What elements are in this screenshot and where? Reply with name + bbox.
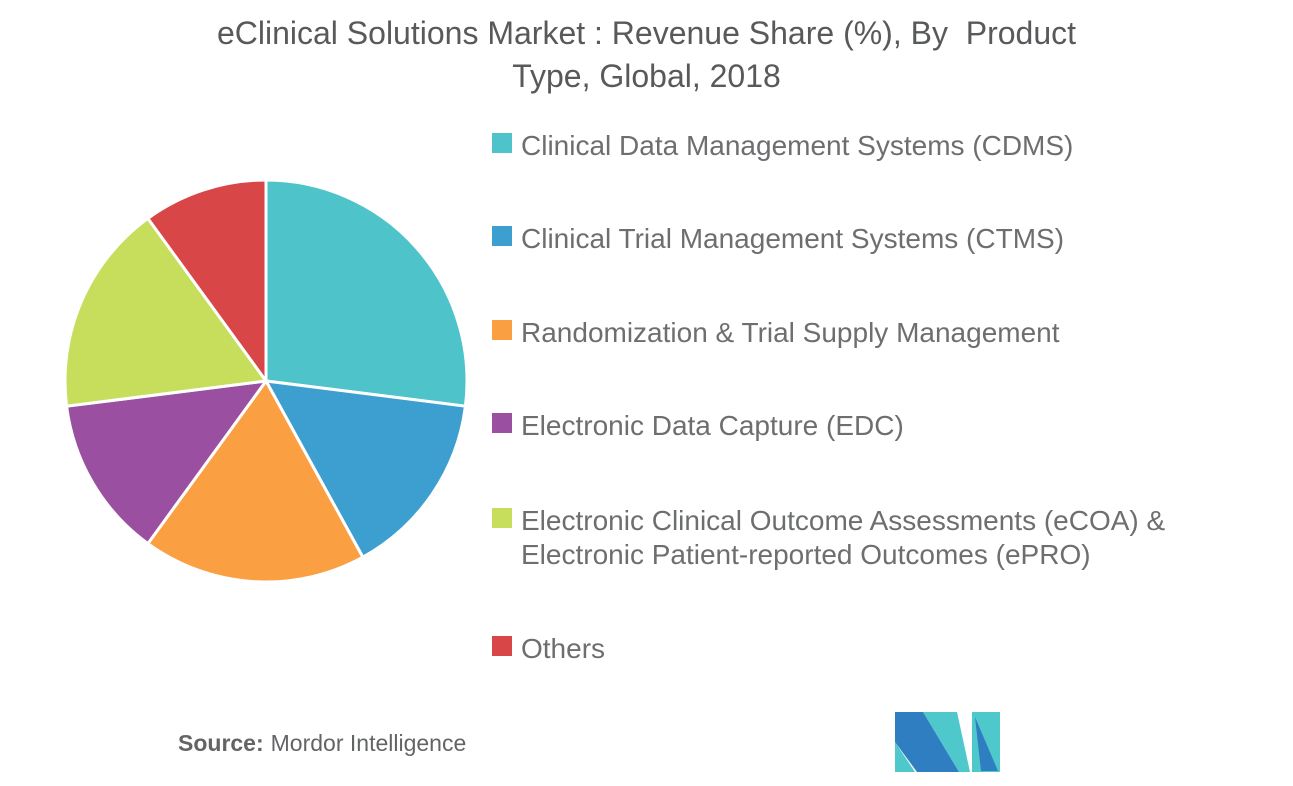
legend-item-ctms: Clinical Trial Management Systems (CTMS) bbox=[492, 222, 1064, 256]
legend-item-randomization: Randomization & Trial Supply Management bbox=[492, 316, 1060, 350]
logo-teal-triangle bbox=[895, 742, 915, 772]
source-value: Mordor Intelligence bbox=[270, 730, 467, 756]
pie-slice-1 bbox=[264, 379, 467, 559]
pie-slice-3 bbox=[65, 379, 268, 546]
legend-swatch-others bbox=[492, 636, 512, 656]
pie-slice-4 bbox=[63, 216, 268, 408]
logo-blue-band bbox=[895, 712, 959, 772]
logo-blue-triangle bbox=[975, 717, 998, 771]
legend-label-ecoa-epro: Electronic Clinical Outcome Assessments … bbox=[521, 505, 1166, 570]
chart-title-line-2: Type, Global, 2018 bbox=[512, 58, 781, 94]
legend-swatch-randomization bbox=[492, 320, 512, 340]
legend-swatch-ctms bbox=[492, 226, 512, 246]
legend-label-others: Others bbox=[521, 633, 606, 664]
legend-swatch-edc bbox=[492, 413, 512, 433]
legend-label-edc: Electronic Data Capture (EDC) bbox=[521, 410, 904, 441]
source-label: Source: bbox=[178, 730, 264, 756]
chart-title: eClinical Solutions Market : Revenue Sha… bbox=[0, 12, 1293, 98]
chart-title-line-1: eClinical Solutions Market : Revenue Sha… bbox=[216, 15, 1077, 51]
legend-item-ecoa-epro: Electronic Clinical Outcome Assessments … bbox=[492, 504, 1261, 572]
legend-item-others: Others bbox=[492, 632, 605, 666]
legend-swatch-ecoa-epro bbox=[492, 508, 512, 528]
legend-item-cdms: Clinical Data Management Systems (CDMS) bbox=[492, 129, 1073, 163]
mordor-intelligence-logo bbox=[895, 712, 1000, 772]
pie-slice-0 bbox=[264, 178, 469, 408]
legend-label-ctms: Clinical Trial Management Systems (CTMS) bbox=[521, 223, 1065, 254]
pie-chart bbox=[63, 178, 469, 584]
legend-label-cdms: Clinical Data Management Systems (CDMS) bbox=[521, 130, 1074, 161]
legend-swatch-cdms bbox=[492, 133, 512, 153]
pie-slice-5 bbox=[146, 178, 268, 383]
legend-label-randomization: Randomization & Trial Supply Management bbox=[521, 317, 1060, 348]
legend-item-edc: Electronic Data Capture (EDC) bbox=[492, 409, 904, 443]
logo-teal-wedge bbox=[923, 712, 970, 772]
pie-slice-2 bbox=[146, 379, 365, 584]
source-line: Source: Mordor Intelligence bbox=[178, 730, 466, 757]
